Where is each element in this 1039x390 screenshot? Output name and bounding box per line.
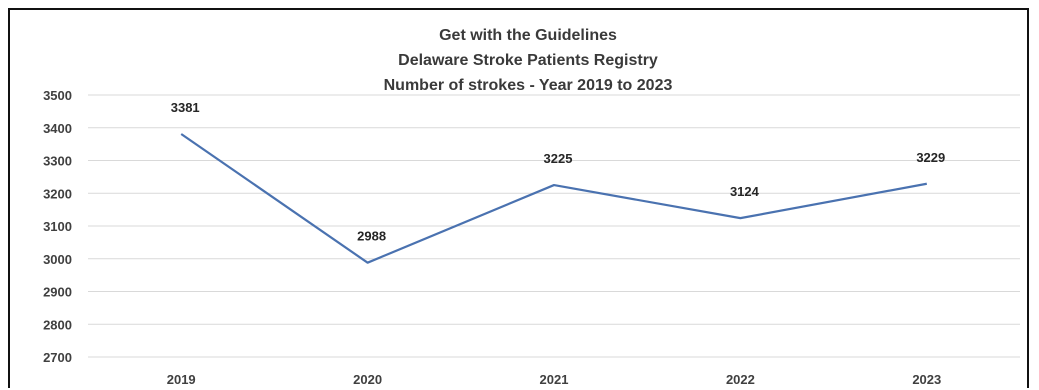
data-labels: 3381 2988 3225 3124 3229: [171, 100, 946, 244]
x-axis: 2019 2020 2021 2022 2023: [167, 372, 942, 387]
x-tick-label: 2023: [912, 372, 941, 387]
y-axis: 3500 3400 3300 3200 3100 3000 2900 2800 2700: [43, 88, 72, 365]
y-tick-label: 3400: [43, 121, 72, 136]
data-label: 2988: [357, 229, 386, 244]
data-label: 3381: [171, 100, 200, 115]
y-tick-label: 2900: [43, 285, 72, 300]
data-label: 3229: [916, 150, 945, 165]
y-tick-label: 3000: [43, 252, 72, 267]
chart-title: Get with the Guidelines Delaware Stroke …: [384, 27, 673, 94]
x-tick-label: 2021: [540, 372, 569, 387]
gridlines: [88, 94, 1020, 358]
chart-title-line-1: Get with the Guidelines: [439, 27, 617, 44]
y-tick-label: 3300: [43, 154, 72, 169]
y-tick-label: 2700: [43, 350, 72, 365]
series: [180, 133, 927, 264]
x-tick-label: 2019: [167, 372, 196, 387]
y-tick-label: 3200: [43, 186, 72, 201]
y-tick-label: 3100: [43, 219, 72, 234]
series-line: [180, 133, 927, 264]
data-label: 3225: [544, 151, 573, 166]
chart-title-line-2: Delaware Stroke Patients Registry: [398, 52, 658, 69]
x-tick-label: 2020: [353, 372, 382, 387]
y-tick-label: 3500: [43, 88, 72, 103]
y-tick-label: 2800: [43, 317, 72, 332]
x-tick-label: 2022: [726, 372, 755, 387]
data-label: 3124: [730, 184, 760, 199]
chart-title-line-3: Number of strokes - Year 2019 to 2023: [384, 77, 673, 94]
